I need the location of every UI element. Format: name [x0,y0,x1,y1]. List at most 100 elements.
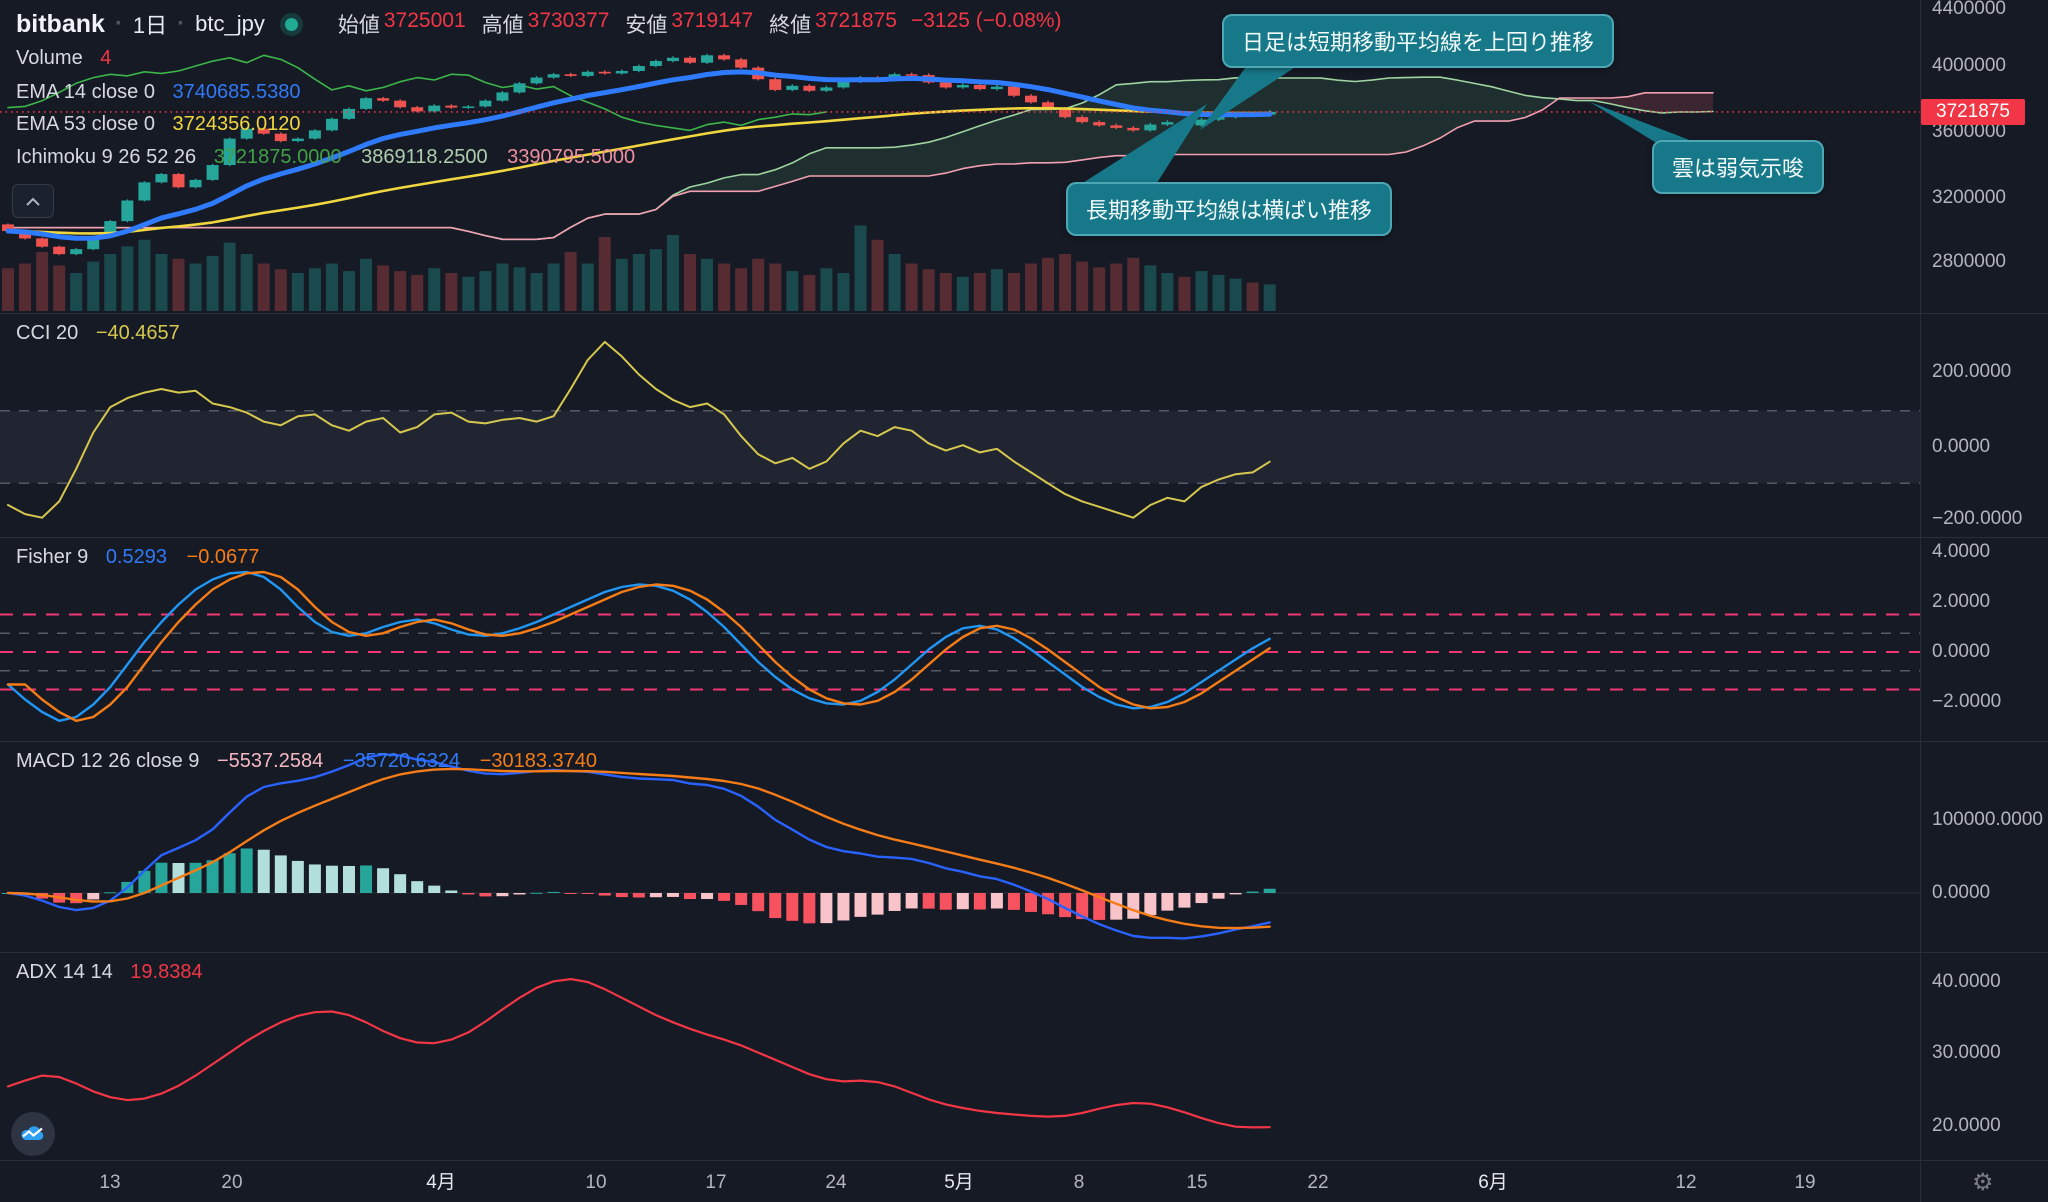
tradingview-logo[interactable] [11,1112,55,1156]
callout-daily-above-ema[interactable]: 日足は短期移動平均線を上回り推移 [1222,14,1615,68]
ichimoku-cloud [911,142,929,176]
macd-tick: 0.0000 [1932,882,1991,903]
ichimoku-legend: Ichimoku 9 26 52 26 3721875.0000 3869118… [16,146,649,169]
macd-signal-line [6,767,1271,930]
chart-area[interactable] [0,0,1920,1160]
macd-histogram-bar [377,868,390,893]
ichimoku-cloud [1661,92,1679,113]
volume-bar [2,268,14,311]
market-status-icon[interactable] [284,17,298,31]
exchange-name: bitbank [16,9,105,38]
macd-histogram-bar [735,893,748,905]
ema14-value: 3740685.5380 [172,81,301,103]
volume-bar [1076,261,1089,311]
volume-bar [1144,265,1157,311]
ichimoku-cloud [1491,86,1509,122]
candle-body [496,92,509,101]
candle-body [308,130,321,139]
time-axis[interactable]: 13 20 4月 10 17 24 5月 8 15 22 6月 12 19 [0,1161,2048,1202]
price-tick: 4000000 [1932,55,2006,76]
pane-divider[interactable] [0,741,2048,742]
price-tick: 3200000 [1932,187,2006,208]
volume-bar [257,263,270,311]
fisher-tick: 4.0000 [1932,541,1991,562]
adx-line [6,978,1271,1129]
volume-bar [462,276,475,311]
interval-label[interactable]: 1日 [132,13,168,38]
candle-body [769,79,782,90]
candle-body [666,57,679,62]
candle-body [939,82,952,88]
volume-bar [19,263,32,311]
volume-bar [871,239,884,311]
cci-tick: 0.0000 [1932,436,1991,457]
macd-histogram-bar [803,893,816,924]
candle-body [1059,108,1072,118]
ichimoku-cloud [1082,94,1100,160]
time-axis-label: 8 [1073,1172,1085,1193]
candle-body [1161,122,1174,125]
adx-pane-canvas[interactable] [0,952,1920,1160]
candle-body [19,231,32,239]
macd-histogram-bar [956,893,969,910]
macd-histogram-bar [786,893,799,921]
collapse-pane-button[interactable] [12,184,54,218]
volume-bar [291,273,304,311]
macd-histogram-bar [1059,893,1072,918]
pane-divider[interactable] [0,313,2048,314]
gear-icon[interactable]: ⚙ [1972,1169,1994,1196]
macd-histogram-bar [854,893,867,917]
volume-bar [666,235,679,311]
ichimoku-cloud [1116,83,1134,156]
ichimoku-cloud [758,169,776,192]
ichimoku-cloud [1627,92,1645,111]
pane-divider[interactable] [0,952,2048,953]
ichimoku-cloud [877,147,895,176]
candle-body [172,174,185,188]
macd-histogram-bar [837,893,850,921]
fisher-tick: 0.0000 [1932,641,1991,662]
callout-cloud-bearish[interactable]: 雲は弱気示唆 [1652,140,1825,194]
macd-pane-canvas[interactable] [0,741,1920,952]
volume-bar [121,246,134,311]
low-value: 3719147 [671,9,754,32]
volume-bar [1093,267,1106,311]
volume-bar [360,258,373,311]
volume-bar [1263,284,1276,311]
ichimoku-cloud [1457,80,1475,128]
cci-line [7,340,1271,519]
volume-bar [956,276,969,311]
adx-tick: 20.0000 [1932,1115,2001,1136]
ichimoku-value-2: 3869118.2500 [361,146,488,168]
volume-bar [581,263,594,311]
ichimoku-senkou-b [7,92,1714,241]
macd-histogram-bar [513,893,526,895]
volume-bar [973,273,986,311]
candle-body [1127,127,1140,131]
candle-body [36,238,49,247]
fisher-pane-canvas[interactable] [0,537,1920,741]
volume-bar [325,263,338,311]
ema53-line [6,106,1271,235]
macd-histogram-bar [1110,893,1123,920]
volume-bar [939,273,952,311]
cci-pane-canvas[interactable] [0,313,1920,537]
volume-bar [1178,276,1191,311]
callout-longterm-flat[interactable]: 長期移動平均線は横ばい推移 [1066,182,1393,236]
pair-label[interactable]: btc_jpy [195,11,265,36]
macd-histogram-bar [496,893,509,897]
candle-body [138,182,151,201]
candle-body [684,57,696,63]
ichimoku-cloud [843,147,861,176]
volume-bar [1212,274,1225,311]
pane-divider[interactable] [0,537,2048,538]
ichimoku-cloud [1099,84,1117,158]
volume-bar [1025,263,1037,311]
volume-bar [36,252,49,311]
macd-histogram-bar [1229,893,1242,895]
time-axis-label: 15 [1186,1172,1208,1193]
candle-body [1212,117,1225,120]
volume-bar [189,263,202,311]
main-pane-canvas[interactable] [0,0,1920,313]
callout-pointer [1200,64,1300,130]
